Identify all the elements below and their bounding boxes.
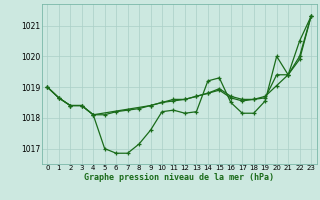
X-axis label: Graphe pression niveau de la mer (hPa): Graphe pression niveau de la mer (hPa) <box>84 173 274 182</box>
